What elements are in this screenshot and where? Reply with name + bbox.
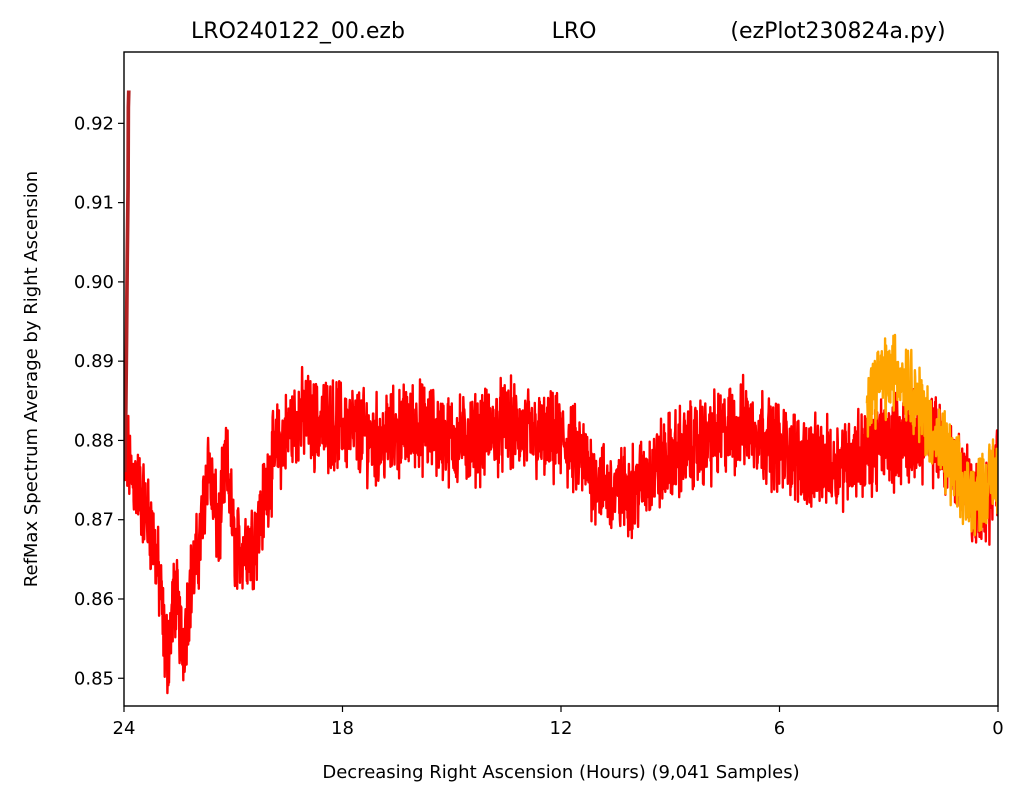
y-axis: 0.85 0.86 0.87 0.88 0.89 0.90 0.91 0.92 (74, 113, 124, 689)
chart-title: LRO240122_00.ezb LRO (ezPlot230824a.py) (191, 19, 946, 44)
y-tick-label: 0.90 (74, 272, 114, 293)
x-tick-label: 0 (992, 718, 1003, 739)
spike-line (124, 90, 131, 473)
title-filename: LRO240122_00.ezb (191, 19, 405, 44)
y-axis-label: RefMax Spectrum Average by Right Ascensi… (21, 171, 42, 587)
y-tick-label: 0.92 (74, 113, 114, 134)
y-tick-label: 0.87 (74, 510, 114, 531)
y-tick-label: 0.91 (74, 193, 114, 214)
x-tick-label: 12 (550, 718, 573, 739)
y-tick-label: 0.85 (74, 668, 114, 689)
x-tick-label: 18 (331, 718, 354, 739)
x-tick-label: 6 (774, 718, 785, 739)
title-station: LRO (552, 19, 597, 44)
title-script: (ezPlot230824a.py) (730, 19, 945, 44)
x-axis-label: Decreasing Right Ascension (Hours) (9,04… (322, 762, 799, 783)
x-axis: 24 18 12 6 0 (113, 706, 1004, 739)
y-tick-label: 0.86 (74, 589, 114, 610)
series-line-0 (124, 365, 998, 695)
y-tick-label: 0.89 (74, 351, 114, 372)
y-tick-label: 0.88 (74, 430, 114, 451)
series-line-1 (865, 333, 998, 537)
series-layer (124, 90, 998, 695)
x-tick-label: 24 (113, 718, 136, 739)
